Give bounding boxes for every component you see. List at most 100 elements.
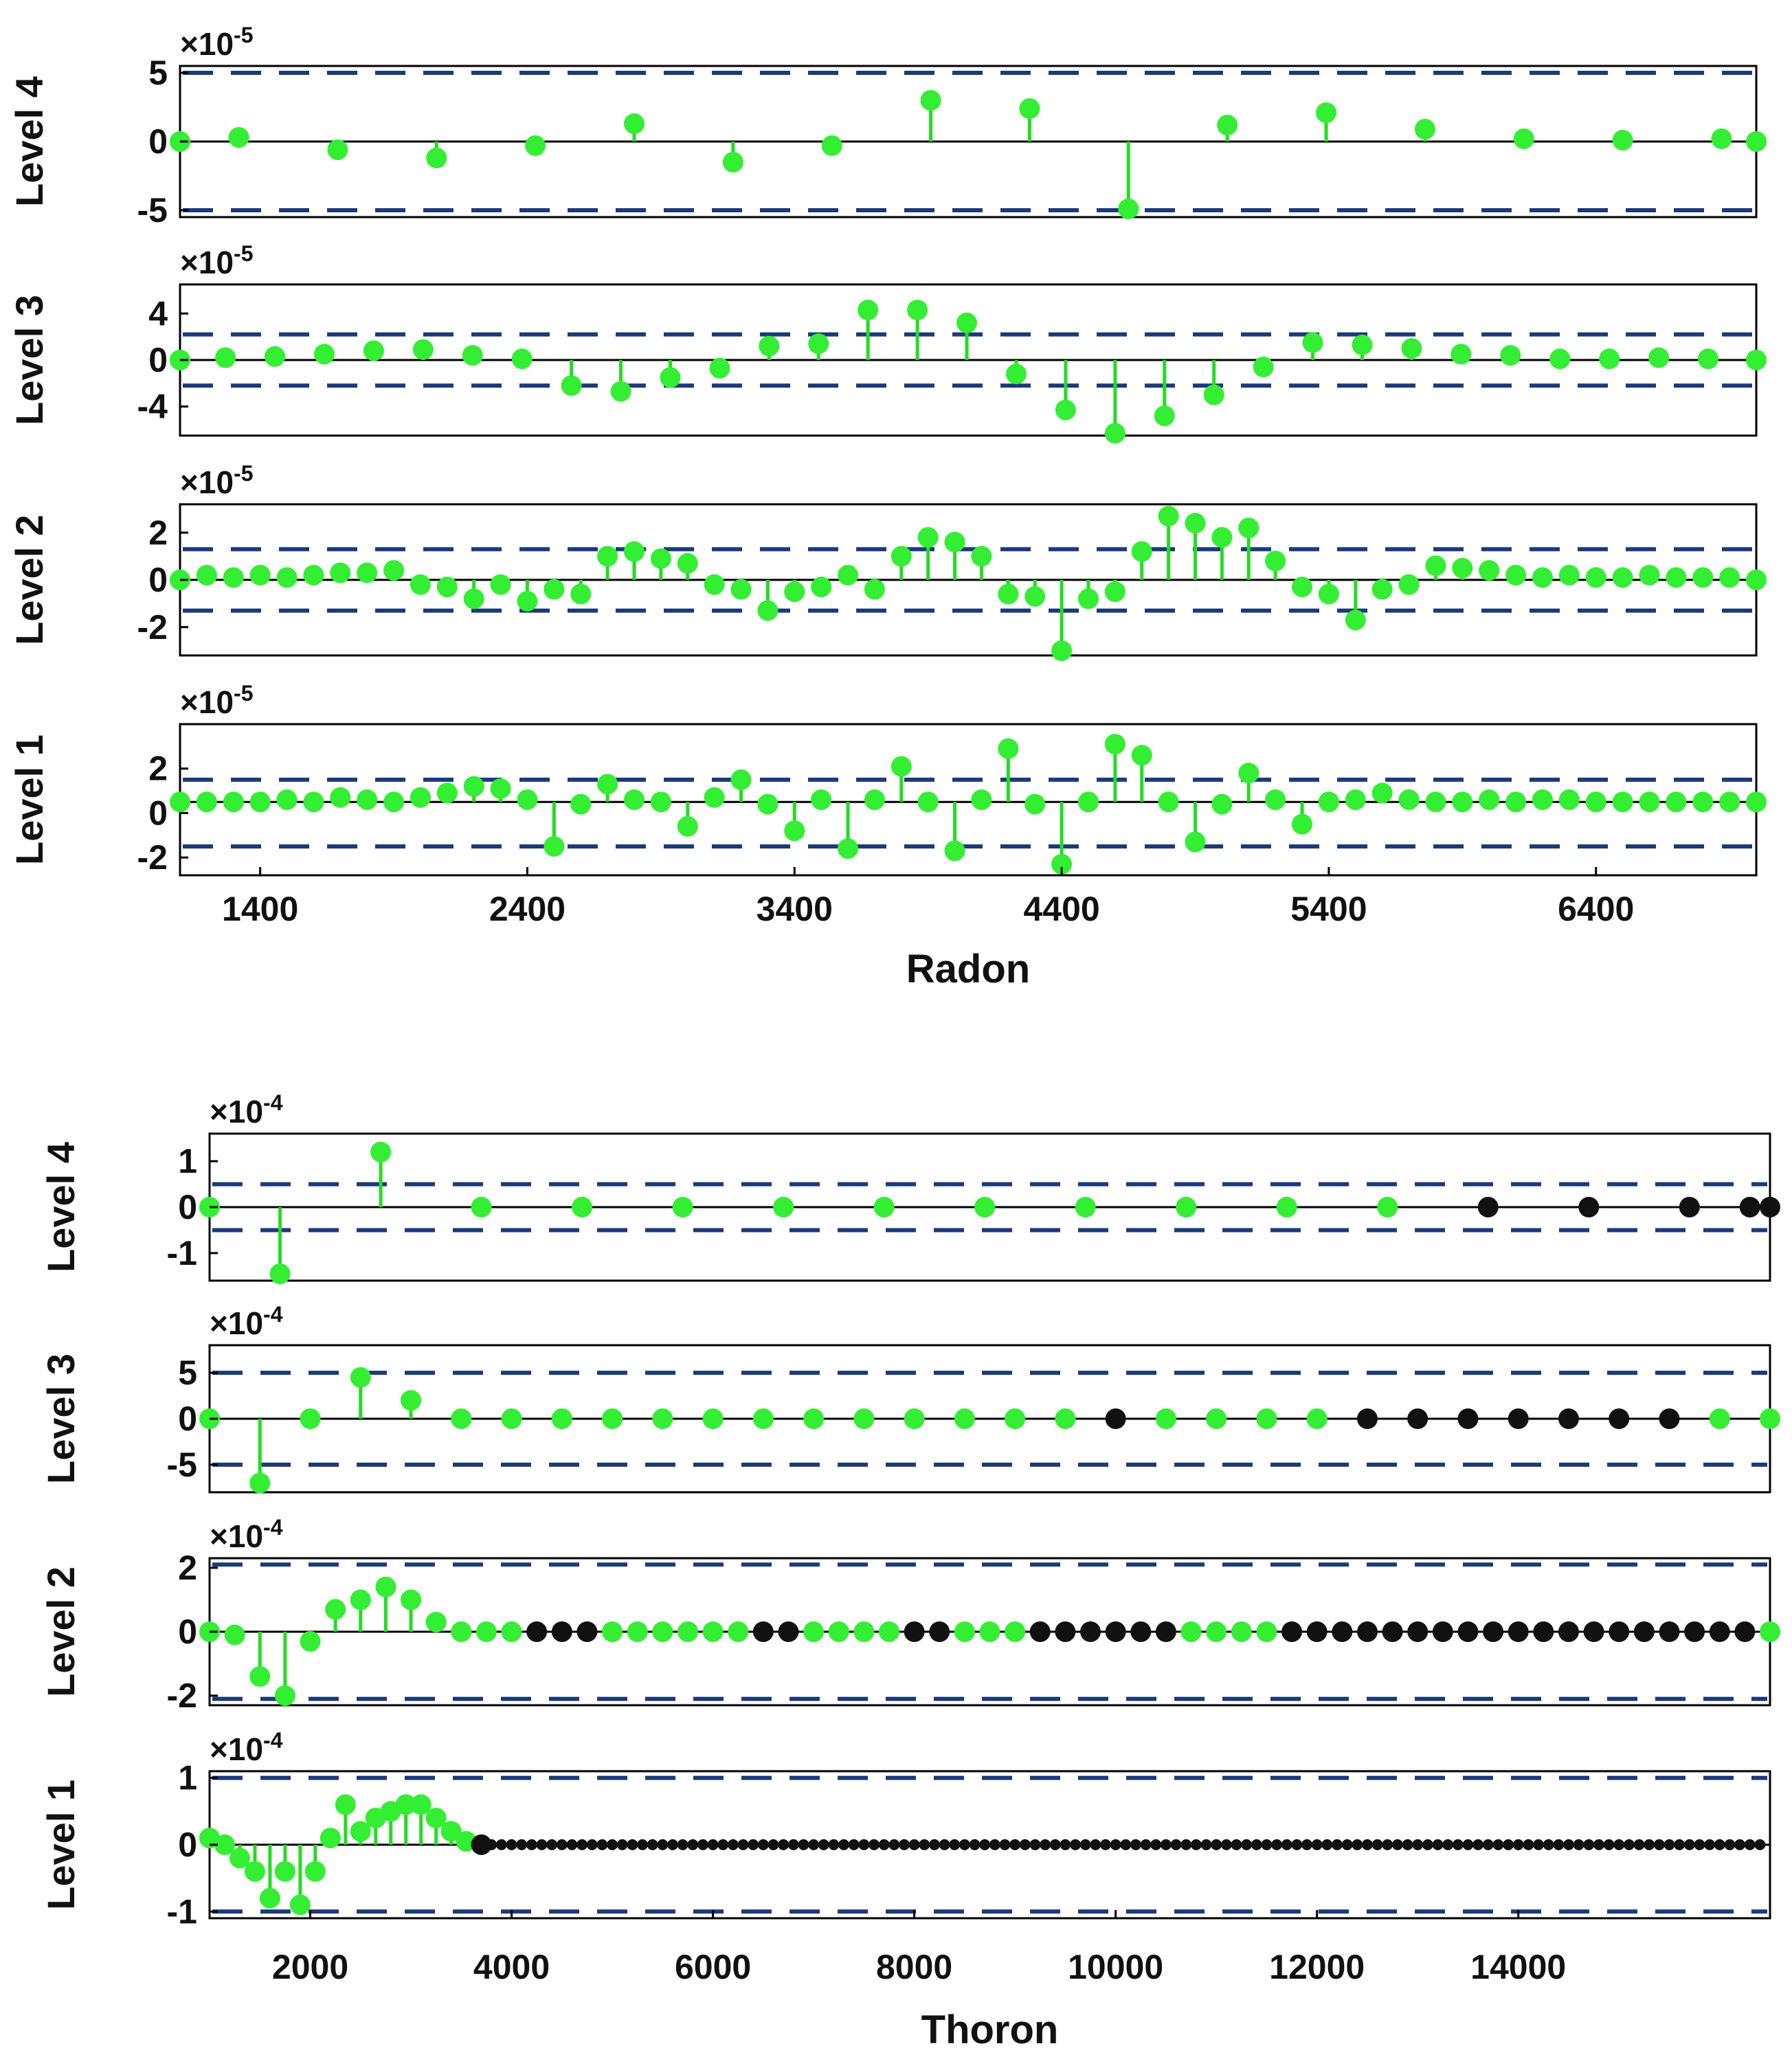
- stem-marker: [1332, 1621, 1353, 1642]
- stem-marker: [1265, 550, 1286, 572]
- stem-marker: [602, 1621, 623, 1642]
- stem-marker: [1371, 783, 1393, 804]
- stem-marker: [1382, 1621, 1403, 1642]
- stem-marker: [677, 552, 698, 574]
- stem-marker: [1746, 570, 1767, 590]
- stem-marker: [1505, 565, 1527, 586]
- x-tick-label: 4400: [1023, 890, 1099, 928]
- stem-marker: [249, 1666, 271, 1687]
- stem-marker: [1508, 1408, 1529, 1429]
- x-tick-label: 4000: [473, 1948, 550, 1986]
- stem-marker-black: [858, 1839, 870, 1850]
- stem-marker: [974, 1197, 996, 1217]
- stem-marker: [1206, 1408, 1227, 1429]
- stem-marker: [1533, 1621, 1554, 1642]
- panel-level-4: 1 0 -1 ×10-4 Level 4: [39, 1090, 1780, 1284]
- stem-marker: [363, 340, 384, 361]
- y-axis-label: Level 4: [8, 76, 51, 207]
- stem-marker-black: [768, 1839, 779, 1850]
- stem-marker: [672, 1197, 693, 1217]
- stem-marker: [269, 1263, 291, 1284]
- stem-marker: [1508, 1621, 1529, 1642]
- stem-marker: [1005, 363, 1027, 385]
- stem-marker: [410, 1794, 432, 1815]
- stem-marker: [1077, 588, 1099, 609]
- stem-marker-black: [1402, 1839, 1413, 1850]
- stem-marker-black: [1220, 1839, 1232, 1850]
- x-tick-label: 6400: [1558, 890, 1634, 928]
- stem-marker: [759, 335, 780, 357]
- stem-marker: [627, 1621, 648, 1642]
- stem-marker: [821, 135, 842, 156]
- stem-marker: [704, 574, 725, 595]
- stem-marker: [327, 139, 348, 160]
- stem-marker: [1585, 567, 1606, 588]
- stem-marker: [1425, 791, 1446, 813]
- y-tick-label: -4: [137, 387, 168, 426]
- stem-marker: [1679, 1197, 1700, 1217]
- stem-marker-black: [1472, 1839, 1484, 1850]
- y-axis-label: Level 1: [8, 734, 51, 865]
- stem-marker: [944, 840, 965, 862]
- stem-marker: [551, 1621, 572, 1642]
- stem-marker: [1104, 423, 1125, 444]
- stem-marker: [1356, 1621, 1378, 1642]
- stem-marker: [289, 1894, 311, 1915]
- stem-marker: [265, 346, 286, 367]
- stem-marker: [652, 1408, 673, 1429]
- stem-marker-black: [928, 1839, 940, 1850]
- stem-marker-black: [828, 1839, 840, 1850]
- stem-marker-black: [1704, 1839, 1716, 1850]
- x-tick-label: 14000: [1470, 1948, 1566, 1986]
- y-tick-label: 2: [148, 750, 168, 788]
- stem-marker: [1477, 1197, 1499, 1217]
- y-tick-label: -1: [167, 1234, 197, 1272]
- x-tick-label: 2000: [272, 1948, 348, 1986]
- stem-marker-black: [1070, 1839, 1082, 1850]
- stem-marker: [1599, 348, 1620, 370]
- stem-marker-black: [1251, 1839, 1262, 1850]
- stem-marker-black: [1110, 1839, 1121, 1850]
- stem-marker-black: [1231, 1839, 1242, 1850]
- stem-marker-black: [1331, 1839, 1343, 1850]
- stem-marker: [907, 300, 928, 321]
- stem-marker: [561, 375, 582, 396]
- y-exponent-label: ×10-4: [210, 1728, 283, 1767]
- stem-marker: [1513, 128, 1534, 149]
- stem-marker: [1211, 794, 1233, 815]
- y-tick-label: 2: [178, 1549, 197, 1587]
- stem-marker: [223, 567, 244, 588]
- stem-marker-black: [1674, 1839, 1685, 1850]
- stem-marker-black: [1079, 1839, 1091, 1850]
- stem-marker: [1633, 1621, 1655, 1642]
- stem-marker: [944, 532, 965, 552]
- stem-marker: [1306, 1621, 1328, 1642]
- stem-marker: [610, 381, 631, 402]
- stem-marker: [463, 776, 484, 797]
- stem-marker: [451, 1408, 472, 1429]
- stem-marker-black: [989, 1839, 1000, 1850]
- y-tick-label: 5: [178, 1353, 197, 1392]
- stem-marker-black: [898, 1839, 910, 1850]
- stem-marker-black: [908, 1839, 920, 1850]
- stem-marker: [891, 756, 912, 777]
- stem-marker-black: [1060, 1839, 1071, 1850]
- stem-marker: [1075, 1197, 1096, 1217]
- stem-marker: [1105, 1408, 1126, 1429]
- stem-marker: [1578, 1197, 1600, 1217]
- stem-marker: [891, 546, 912, 567]
- stem-marker: [838, 838, 859, 859]
- stem-marker: [1292, 813, 1313, 835]
- stem-marker: [1709, 1621, 1730, 1642]
- stem-marker: [811, 789, 832, 810]
- stem-marker: [1238, 763, 1259, 784]
- stem-marker: [1425, 555, 1446, 576]
- stem-marker-black: [1482, 1839, 1494, 1850]
- stem-marker: [274, 1861, 295, 1882]
- stem-marker: [853, 1408, 875, 1429]
- stem-marker: [1457, 1408, 1479, 1429]
- stem-marker: [1583, 1621, 1604, 1642]
- stem-marker-black: [1321, 1839, 1333, 1850]
- stem-marker: [570, 794, 592, 815]
- y-tick-label: 0: [178, 1825, 197, 1864]
